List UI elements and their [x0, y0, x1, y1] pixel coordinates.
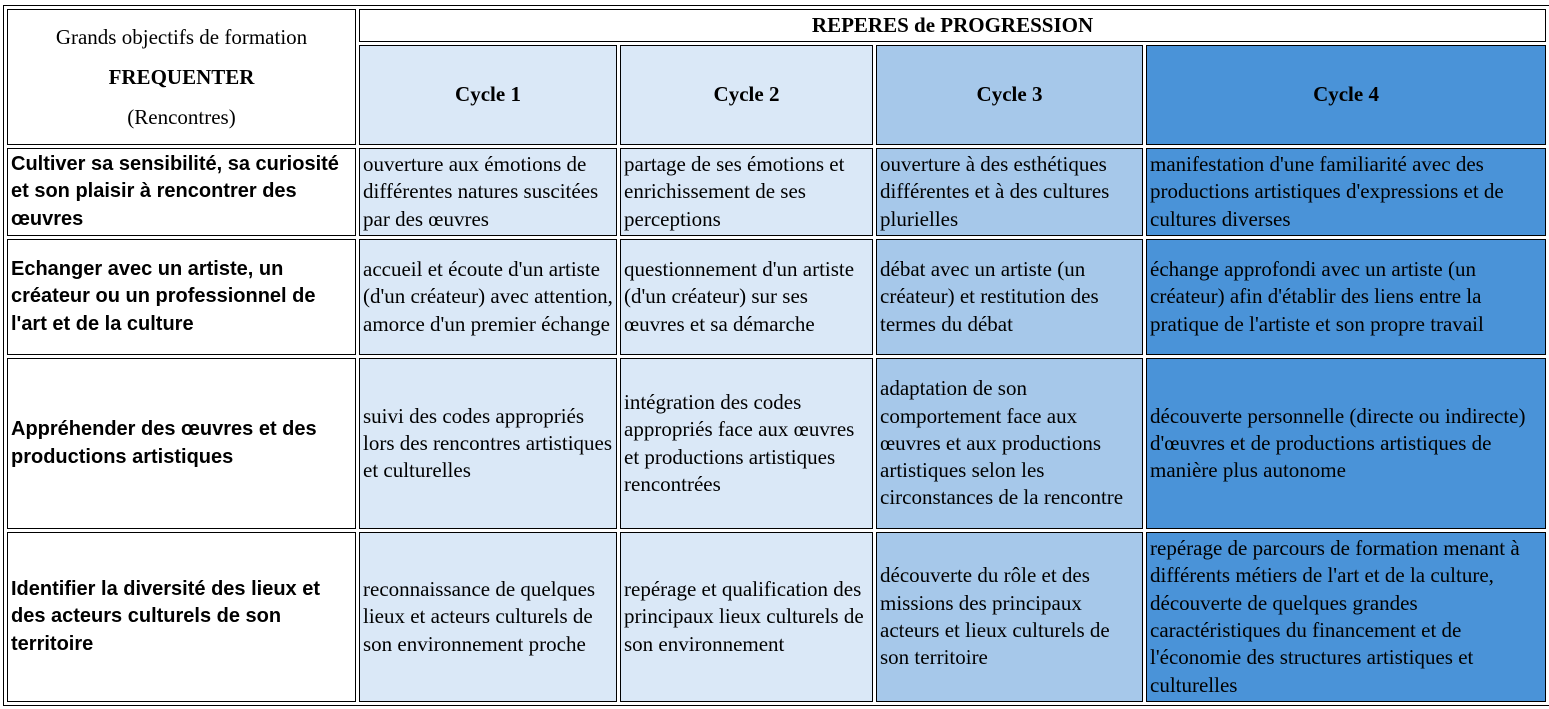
cycle-2-cell: repérage et qualification des principaux… [620, 532, 873, 702]
cycle-2-cell: partage de ses émotions et enrichissemen… [620, 148, 873, 236]
cycle-1-cell: reconnaissance de quelques lieux et acte… [359, 532, 617, 702]
cycle-2-header: Cycle 2 [620, 45, 873, 145]
progression-table: Grands objectifs de formation FREQUENTER… [3, 5, 1549, 706]
objective-cell: Echanger avec un artiste, un créateur ou… [7, 239, 356, 355]
objectives-header: Grands objectifs de formation FREQUENTER… [7, 9, 356, 145]
cycle-4-cell: échange approfondi avec un artiste (un c… [1146, 239, 1547, 355]
cycle-3-cell: découverte du rôle et des missions des p… [876, 532, 1143, 702]
objectives-title: Grands objectifs de formation [55, 25, 308, 49]
progression-header: REPERES de PROGRESSION [359, 9, 1547, 42]
objectives-sub: (Rencontres) [127, 105, 236, 129]
cycle-3-cell: ouverture à des esthétiques différentes … [876, 148, 1143, 236]
cycle-2-cell: questionnement d'un artiste (d'un créate… [620, 239, 873, 355]
table-row: Cultiver sa sensibilité, sa curiosité et… [7, 148, 1547, 236]
objective-cell: Appréhender des œuvres et des production… [7, 358, 356, 529]
cycle-1-cell: suivi des codes appropriés lors des renc… [359, 358, 617, 529]
cycle-3-header: Cycle 3 [876, 45, 1143, 145]
table-row: Identifier la diversité des lieux et des… [7, 532, 1547, 702]
objective-cell: Cultiver sa sensibilité, sa curiosité et… [7, 148, 356, 236]
objective-cell: Identifier la diversité des lieux et des… [7, 532, 356, 702]
objectives-domain: FREQUENTER [108, 65, 255, 89]
table-row: Echanger avec un artiste, un créateur ou… [7, 239, 1547, 355]
cycle-1-header: Cycle 1 [359, 45, 617, 145]
cycle-1-cell: ouverture aux émotions de différentes na… [359, 148, 617, 236]
cycle-1-cell: accueil et écoute d'un artiste (d'un cré… [359, 239, 617, 355]
cycle-3-cell: adaptation de son comportement face aux … [876, 358, 1143, 529]
cycle-4-header: Cycle 4 [1146, 45, 1547, 145]
cycle-4-cell: manifestation d'une familiarité avec des… [1146, 148, 1547, 236]
cycle-3-cell: débat avec un artiste (un créateur) et r… [876, 239, 1143, 355]
cycle-4-cell: repérage de parcours de formation menant… [1146, 532, 1547, 702]
cycle-4-cell: découverte personnelle (directe ou indir… [1146, 358, 1547, 529]
table-row: Appréhender des œuvres et des production… [7, 358, 1547, 529]
cycle-2-cell: intégration des codes appropriés face au… [620, 358, 873, 529]
